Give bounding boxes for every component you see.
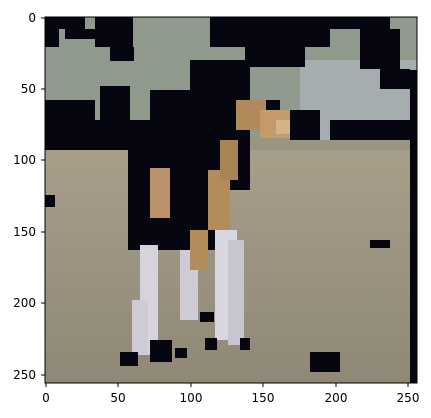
y-tick-label: 150 bbox=[13, 225, 36, 239]
dark-ground-spots bbox=[45, 195, 390, 372]
foal bbox=[128, 100, 290, 355]
x-tick-label: 50 bbox=[110, 391, 125, 405]
x-tick-label: 200 bbox=[325, 391, 348, 405]
y-tick-label: 0 bbox=[28, 11, 36, 25]
x-tick-label: 150 bbox=[252, 391, 275, 405]
x-axis-ticks: 0 50 100 150 200 250 bbox=[42, 383, 419, 405]
y-tick-label: 250 bbox=[13, 368, 36, 382]
y-tick-label: 100 bbox=[13, 153, 36, 167]
image-frame bbox=[44, 16, 418, 384]
x-tick-label: 250 bbox=[397, 391, 420, 405]
pixelated-photo bbox=[45, 17, 417, 383]
y-tick-label: 50 bbox=[21, 82, 36, 96]
x-tick-label: 0 bbox=[42, 391, 50, 405]
y-tick-label: 200 bbox=[13, 296, 36, 310]
y-axis-ticks: 0 50 100 150 200 250 bbox=[13, 11, 45, 382]
x-tick-label: 100 bbox=[180, 391, 203, 405]
